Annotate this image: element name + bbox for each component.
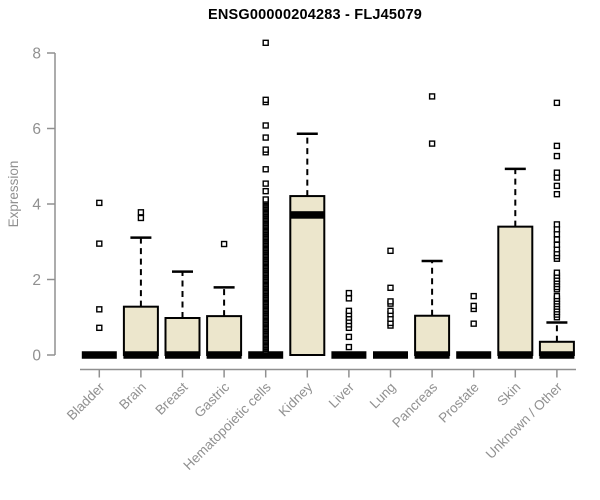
y-tick-label: 8 [32,46,41,63]
outlier-point [345,333,353,341]
box-gastric [206,240,243,359]
y-tick-label: 4 [32,197,41,214]
median-line [414,351,450,359]
outlier-point [428,93,436,100]
median-line [248,351,284,359]
median-line [165,351,200,359]
outlier-point [96,240,103,247]
x-tick-label: Bladder [64,379,108,423]
x-tick-label: Lung [367,380,399,412]
outlier-point [137,209,145,216]
y-tick-label: 0 [32,348,41,365]
y-axis: 0 2 4 6 8 [32,46,56,365]
box-unknown-other [538,99,575,359]
outlier-point [137,214,145,222]
x-tick-label: Brain [116,380,149,413]
outlier-point [470,292,477,300]
median-line [497,351,533,359]
outlier-point [387,307,394,315]
outlier-point [262,96,269,104]
outlier-point [96,199,103,207]
outlier-point [262,166,269,173]
outlier-point [470,320,477,327]
outlier-point [220,240,228,248]
box-bladder [81,199,117,359]
median-line [331,351,367,359]
x-tick-label: Kidney [276,379,316,419]
x-tick-label: Gastric [191,379,232,420]
outlier-point [262,146,269,153]
outlier-point [262,122,269,129]
median-line [373,351,408,359]
box-liver [331,289,367,359]
box-prostate [456,292,492,359]
outlier-point [262,187,269,195]
x-tick-label: Breast [152,379,190,417]
box-rect [206,315,243,356]
outlier-point [387,284,394,292]
outlier-point [387,247,394,255]
outlier-point [553,182,561,190]
outlier-point [553,99,561,107]
box-pancreas [414,93,451,359]
x-tick-label: Liver [326,379,358,411]
outlier-point [553,142,561,150]
x-tick-label: Skin [494,380,523,409]
chart-title: ENSG00000204283 - FLJ45079 [208,7,422,23]
outlier-point [345,295,353,302]
box-kidney [289,132,326,356]
outlier-point [553,169,561,176]
x-tick-label: Prostate [436,380,482,426]
outlier-point [262,180,269,187]
outlier-point [96,306,103,313]
outlier-point [345,343,353,351]
x-tick-label: Pancreas [389,379,440,430]
x-tick-label: Unknown / Other [483,379,566,462]
outlier-point [262,196,269,203]
outlier-point [553,269,561,276]
box-rect [164,317,201,357]
outlier-point [553,241,561,248]
outlier-point [553,236,561,243]
median-line [81,351,117,359]
box-breast [164,270,201,359]
outlier-point [553,292,561,300]
box-hematopoietic-cells [248,39,284,359]
median-line [206,351,242,359]
outlier-point [553,190,561,198]
y-tick-label: 2 [32,272,41,289]
outlier-point [428,140,436,147]
box-lung [373,247,408,359]
outlier-point [553,152,561,160]
box-skin [497,167,534,359]
outlier-point [345,307,353,315]
y-tick-label: 6 [32,121,41,138]
box-rect [497,225,534,356]
box-rect [122,305,159,356]
outlier-point [262,134,269,141]
median-line [456,351,492,359]
median-line [289,211,325,219]
outlier-point [262,39,269,47]
outlier-point [345,289,353,297]
outlier-point [387,298,394,305]
box-rect [414,314,451,356]
median-line [539,351,575,359]
median-line [123,351,159,359]
outlier-point [96,324,103,332]
outlier-point [553,221,561,228]
box-brain [122,209,159,359]
box-rect [289,195,326,356]
outlier-point [470,302,477,310]
